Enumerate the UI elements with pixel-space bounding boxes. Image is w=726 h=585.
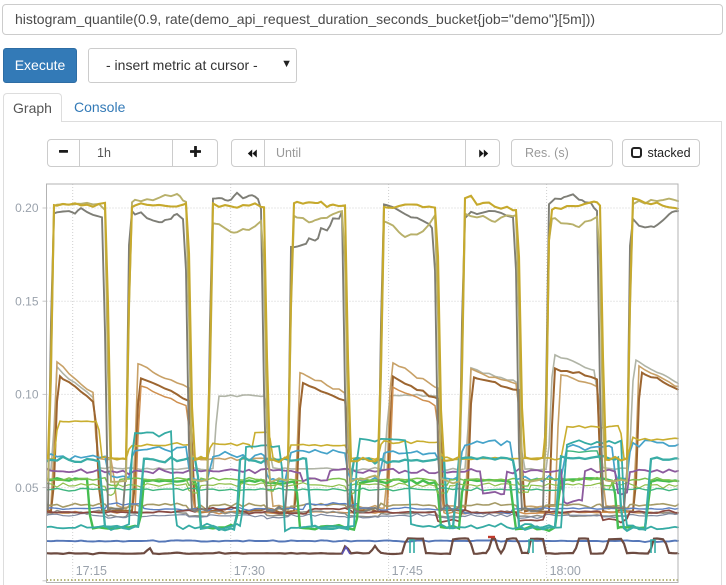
- svg-text:0.15: 0.15: [15, 294, 39, 308]
- svg-text:0.20: 0.20: [15, 201, 39, 215]
- svg-text:17:15: 17:15: [76, 564, 107, 578]
- svg-text:0.10: 0.10: [15, 388, 39, 402]
- svg-text:17:45: 17:45: [392, 564, 423, 578]
- svg-text:0.05: 0.05: [15, 481, 39, 495]
- svg-text:18:00: 18:00: [550, 564, 581, 578]
- svg-text:17:30: 17:30: [234, 564, 265, 578]
